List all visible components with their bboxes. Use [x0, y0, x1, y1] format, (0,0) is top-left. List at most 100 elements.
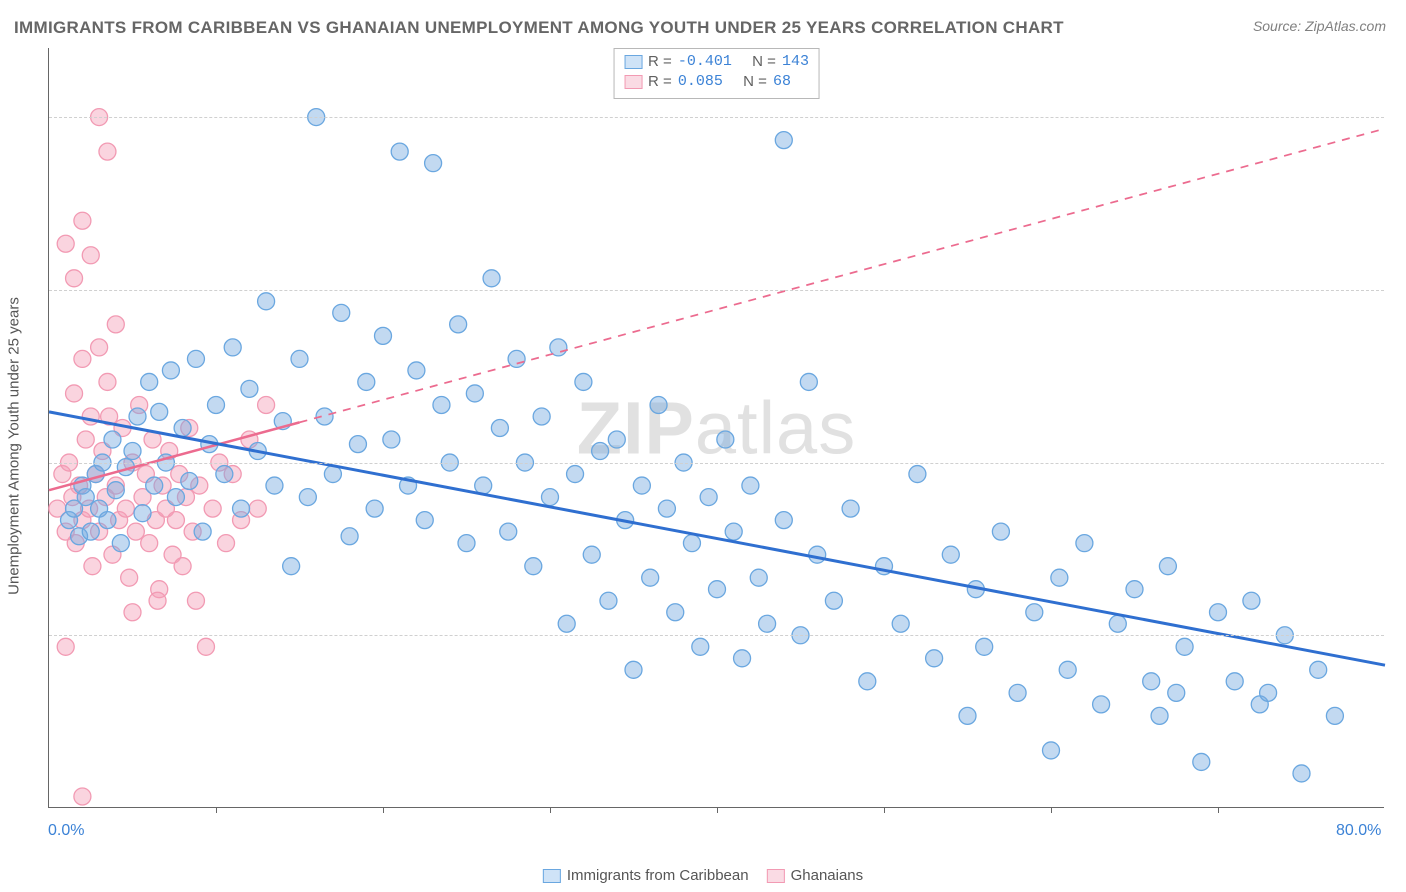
blue-point: [82, 523, 99, 540]
blue-point: [1151, 707, 1168, 724]
pink-point: [149, 592, 166, 609]
blue-point: [450, 316, 467, 333]
blue-point: [233, 500, 250, 517]
x-tick: [1051, 807, 1052, 813]
blue-point: [475, 477, 492, 494]
blue-point: [642, 569, 659, 586]
y-tick-label: 7.5%: [1394, 626, 1406, 644]
blue-point: [567, 466, 584, 483]
r-value: -0.401: [678, 52, 732, 72]
blue-point: [842, 500, 859, 517]
blue-point: [725, 523, 742, 540]
blue-point: [187, 350, 204, 367]
pink-point: [127, 523, 144, 540]
blue-point: [194, 523, 211, 540]
blue-point: [859, 673, 876, 690]
stats-box: R =-0.401 N =143R = 0.085 N = 68: [613, 48, 820, 99]
blue-point: [525, 558, 542, 575]
x-tick: [550, 807, 551, 813]
blue-point: [283, 558, 300, 575]
blue-point: [709, 581, 726, 598]
blue-point: [1026, 604, 1043, 621]
blue-point: [77, 489, 94, 506]
blue-point: [416, 512, 433, 529]
r-value: 0.085: [678, 72, 723, 92]
blue-point: [1168, 684, 1185, 701]
blue-point: [1043, 742, 1060, 759]
x-max-label: 80.0%: [1336, 822, 1381, 840]
blue-point: [258, 293, 275, 310]
legend-swatch: [543, 869, 561, 883]
pink-point: [99, 373, 116, 390]
blue-point: [151, 403, 168, 420]
pink-point: [174, 558, 191, 575]
blue-point: [466, 385, 483, 402]
blue-point: [825, 592, 842, 609]
r-label: R =: [648, 52, 672, 72]
blue-point: [408, 362, 425, 379]
blue-point: [992, 523, 1009, 540]
blue-point: [162, 362, 179, 379]
blue-point: [224, 339, 241, 356]
y-tick-label: 22.5%: [1394, 281, 1406, 299]
blue-point: [976, 638, 993, 655]
y-tick-label: 15.0%: [1394, 454, 1406, 472]
blue-point: [266, 477, 283, 494]
blue-point: [1051, 569, 1068, 586]
blue-point: [433, 396, 450, 413]
blue-point: [734, 650, 751, 667]
blue-point: [107, 482, 124, 499]
pink-point: [84, 558, 101, 575]
y-axis-label: Unemployment Among Youth under 25 years: [6, 297, 23, 595]
x-tick: [717, 807, 718, 813]
pink-point: [121, 569, 138, 586]
blue-point: [383, 431, 400, 448]
gridline: [49, 463, 1384, 464]
blue-point: [750, 569, 767, 586]
pink-point: [74, 350, 91, 367]
blue-point: [1126, 581, 1143, 598]
blue-point: [892, 615, 909, 632]
blue-point: [1210, 604, 1227, 621]
legend-swatch: [624, 75, 642, 89]
n-value: 68: [773, 72, 791, 92]
blue-point: [775, 512, 792, 529]
blue-point: [1326, 707, 1343, 724]
legend-item: Ghanaians: [767, 867, 864, 884]
blue-point: [759, 615, 776, 632]
blue-point: [1009, 684, 1026, 701]
gridline: [49, 290, 1384, 291]
blue-point: [375, 327, 392, 344]
pink-point: [74, 212, 91, 229]
blue-point: [692, 638, 709, 655]
blue-point: [1193, 753, 1210, 770]
blue-point: [800, 373, 817, 390]
blue-point: [181, 472, 198, 489]
blue-point: [341, 528, 358, 545]
blue-point: [926, 650, 943, 667]
blue-point: [366, 500, 383, 517]
blue-point: [1310, 661, 1327, 678]
gridline: [49, 635, 1384, 636]
blue-point: [1059, 661, 1076, 678]
blue-point: [1260, 684, 1277, 701]
blue-point: [558, 615, 575, 632]
x-tick: [1218, 807, 1219, 813]
pink-point: [82, 247, 99, 264]
blue-point: [667, 604, 684, 621]
chart-title: IMMIGRANTS FROM CARIBBEAN VS GHANAIAN UN…: [14, 18, 1064, 38]
blue-point: [1243, 592, 1260, 609]
blue-point: [358, 373, 375, 390]
pink-point: [77, 431, 94, 448]
blue-point: [717, 431, 734, 448]
blue-point: [533, 408, 550, 425]
blue-point: [683, 535, 700, 552]
y-tick-label: 30.0%: [1394, 108, 1406, 126]
stats-row: R = 0.085 N = 68: [624, 72, 809, 92]
blue-point: [942, 546, 959, 563]
blue-point: [500, 523, 517, 540]
pink-point: [74, 788, 91, 805]
blue-point: [542, 489, 559, 506]
blue-point: [1176, 638, 1193, 655]
blue-point: [174, 420, 191, 437]
